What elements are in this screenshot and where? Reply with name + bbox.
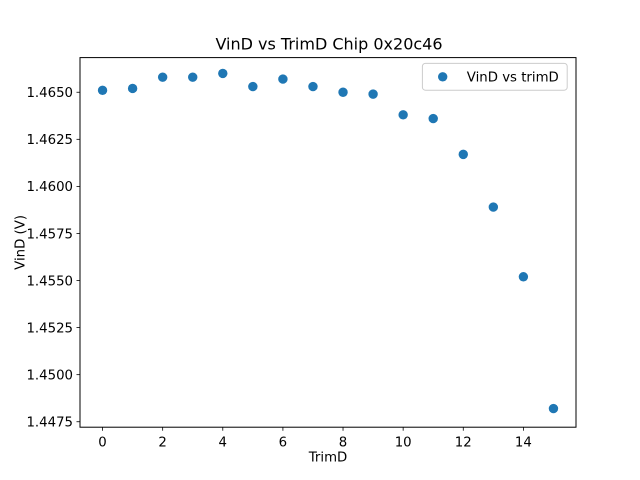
data-point (97, 85, 108, 96)
x-tick-label: 2 (158, 436, 166, 451)
y-tick-label: 1.4650 (26, 86, 73, 101)
y-tick-label: 1.4600 (26, 180, 73, 195)
x-tick-label: 10 (395, 436, 412, 451)
data-point (157, 72, 168, 82)
plot-area-border (79, 57, 577, 428)
x-tick-label: 12 (455, 436, 472, 451)
x-tick-label: 8 (339, 436, 347, 451)
data-point (518, 272, 529, 282)
legend-label: VinD vs trimD (467, 70, 559, 85)
data-point (218, 68, 228, 79)
y-tick-label: 1.4500 (26, 368, 73, 383)
data-point (308, 81, 318, 92)
y-tick-label: 1.4625 (26, 133, 73, 148)
chart-title: VinD vs TrimD Chip 0x20c46 (215, 35, 442, 54)
data-point (398, 110, 408, 120)
data-point (248, 81, 258, 92)
x-tick-label: 14 (515, 436, 532, 451)
legend-marker-icon (438, 72, 448, 82)
legend: VinD vs trimD (421, 62, 568, 91)
data-point (368, 89, 378, 99)
legend-box (421, 62, 568, 91)
y-tick-label: 1.4550 (26, 274, 73, 289)
data-point (488, 202, 499, 212)
data-point (188, 72, 198, 82)
y-tick-label: 1.4525 (26, 321, 73, 336)
x-tick-label: 6 (279, 436, 287, 451)
x-axis-label: TrimD (308, 451, 348, 466)
x-tick-label: 4 (219, 436, 227, 451)
data-point (338, 87, 348, 97)
y-axis-label: VinD (V) (14, 215, 29, 270)
axes-layer: 0 2 4 6 8 10 12 14 1.4475 1.4500 1.4525 1.4550 1.457… (26, 57, 577, 451)
data-point (127, 83, 138, 94)
data-point (428, 113, 438, 124)
data-point (278, 74, 288, 84)
x-tick-label: 0 (98, 436, 106, 451)
data-point (458, 149, 468, 160)
y-tick-label: 1.4575 (26, 227, 73, 242)
y-tick-label: 1.4475 (26, 416, 73, 431)
data-point (548, 403, 559, 414)
